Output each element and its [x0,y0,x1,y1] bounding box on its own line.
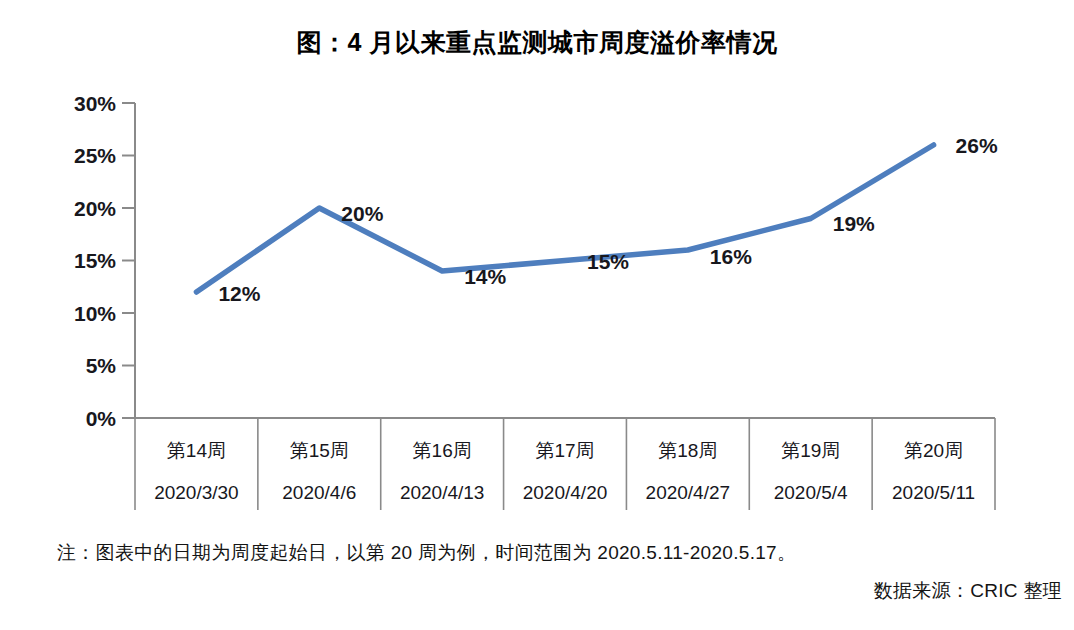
y-tick-label: 20% [74,197,116,220]
data-point-label: 12% [218,282,260,305]
data-point-label: 16% [710,245,752,268]
y-tick-label: 15% [74,249,116,272]
x-week-label: 第19周 [781,440,840,461]
chart-note: 注：图表中的日期为周度起始日，以第 20 周为例，时间范围为 2020.5.11… [57,540,796,566]
y-tick-label: 0% [86,407,117,430]
x-week-label: 第20周 [904,440,963,461]
premium-rate-series-line [196,145,933,292]
data-point-label: 14% [464,265,506,288]
data-point-label: 15% [587,250,629,273]
y-tick-label: 10% [74,302,116,325]
x-date-label: 2020/4/27 [646,482,731,503]
x-week-label: 第14周 [167,440,226,461]
data-point-label: 26% [956,134,998,157]
x-week-label: 第17周 [535,440,594,461]
data-source: 数据来源：CRIC 整理 [874,578,1062,604]
x-date-label: 2020/4/13 [400,482,485,503]
y-tick-label: 5% [86,354,117,377]
x-date-label: 2020/4/6 [282,482,356,503]
x-week-label: 第18周 [658,440,717,461]
x-week-label: 第16周 [413,440,472,461]
x-week-label: 第15周 [290,440,349,461]
x-date-label: 2020/3/30 [154,482,239,503]
y-tick-label: 25% [74,144,116,167]
data-point-label: 19% [833,212,875,235]
x-date-label: 2020/5/11 [892,482,975,503]
data-point-label: 20% [341,202,383,225]
weekly-premium-rate-line-chart: 0% 5% 10% 15% 20% 25% 30% 第14周 2020/3/30 第15周 2020… [0,0,1074,630]
y-tick-label: 30% [74,92,116,115]
report-chart-page: { "page": { "title": "图：4 月以来重点监测城市周度溢价率… [0,0,1074,630]
x-date-label: 2020/5/4 [774,482,848,503]
x-date-label: 2020/4/20 [523,482,608,503]
